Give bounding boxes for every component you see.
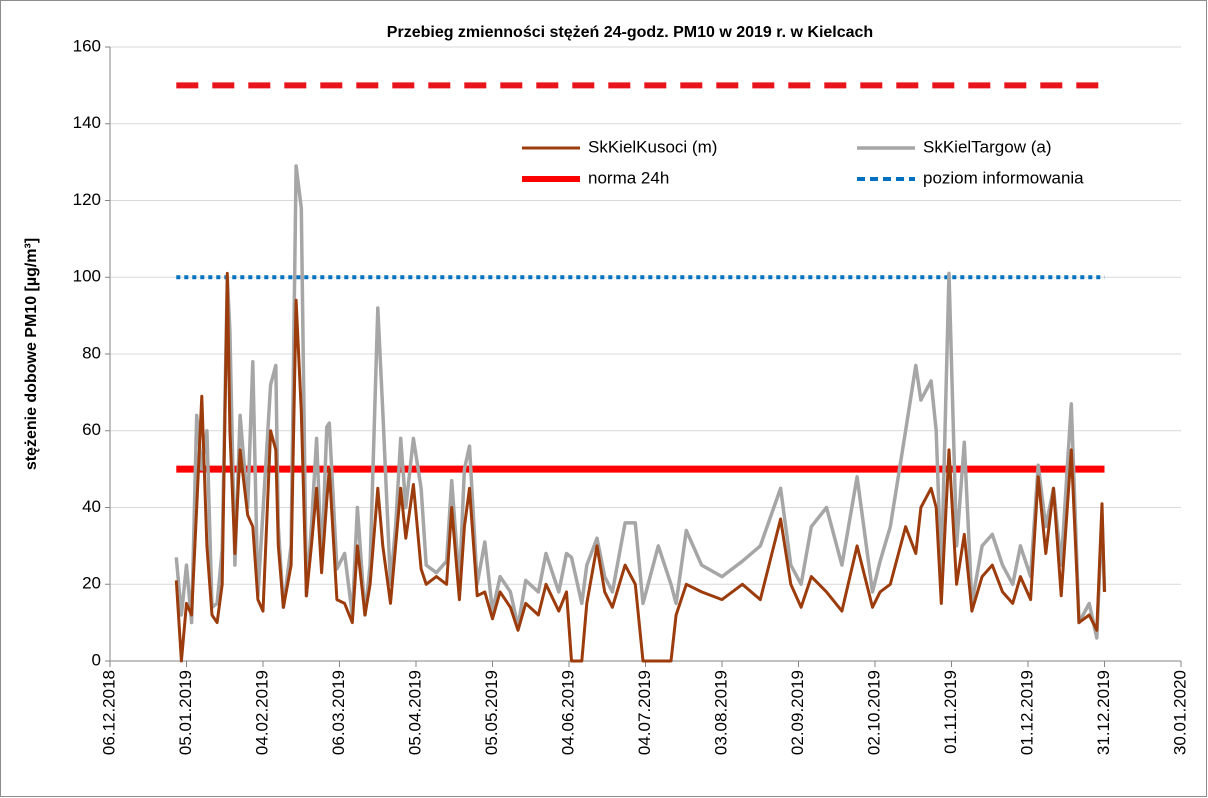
x-tick-label: 05.04.2019 [405, 670, 424, 755]
y-axis-label: stężenie dobowe PM10 [µg/m³] [23, 238, 40, 470]
x-tick-label: 01.11.2019 [941, 670, 960, 754]
x-tick-label: 06.12.2018 [99, 670, 118, 755]
x-tick-label: 04.06.2019 [558, 670, 577, 755]
y-tick-label: 140 [73, 113, 101, 132]
y-tick-label: 0 [92, 650, 101, 669]
x-tick-label: 05.01.2019 [176, 670, 195, 755]
series-line [174, 164, 1107, 640]
x-tick-label: 30.01.2020 [1170, 670, 1189, 755]
y-tick-label: 20 [82, 574, 101, 593]
chart-title: Przebieg zmienności stężeń 24-godz. PM10… [387, 24, 873, 41]
x-tick-label: 04.02.2019 [252, 670, 271, 755]
x-tick-label: 04.07.2019 [635, 670, 654, 755]
x-tick-label: 06.03.2019 [329, 670, 348, 755]
y-tick-label: 120 [73, 190, 101, 209]
x-tick-label: 05.05.2019 [482, 670, 501, 755]
legend-label: poziom informowania [923, 168, 1084, 187]
x-tick-label: 02.10.2019 [864, 670, 883, 755]
x-tick-label: 31.12.2019 [1094, 670, 1113, 755]
series-line [174, 271, 1106, 663]
legend-label: norma 24h [588, 168, 669, 187]
legend-label: SkKielKusoci (m) [588, 137, 717, 156]
legend-label: SkKielTargow (a) [923, 137, 1052, 156]
x-tick-label: 03.08.2019 [711, 670, 730, 755]
y-tick-label: 60 [82, 420, 101, 439]
x-tick-label: 02.09.2019 [788, 670, 807, 755]
y-tick-label: 100 [73, 267, 101, 286]
y-tick-label: 160 [73, 36, 101, 55]
y-tick-label: 80 [82, 343, 101, 362]
y-tick-label: 40 [82, 497, 101, 516]
x-tick-label: 01.12.2019 [1017, 670, 1036, 755]
